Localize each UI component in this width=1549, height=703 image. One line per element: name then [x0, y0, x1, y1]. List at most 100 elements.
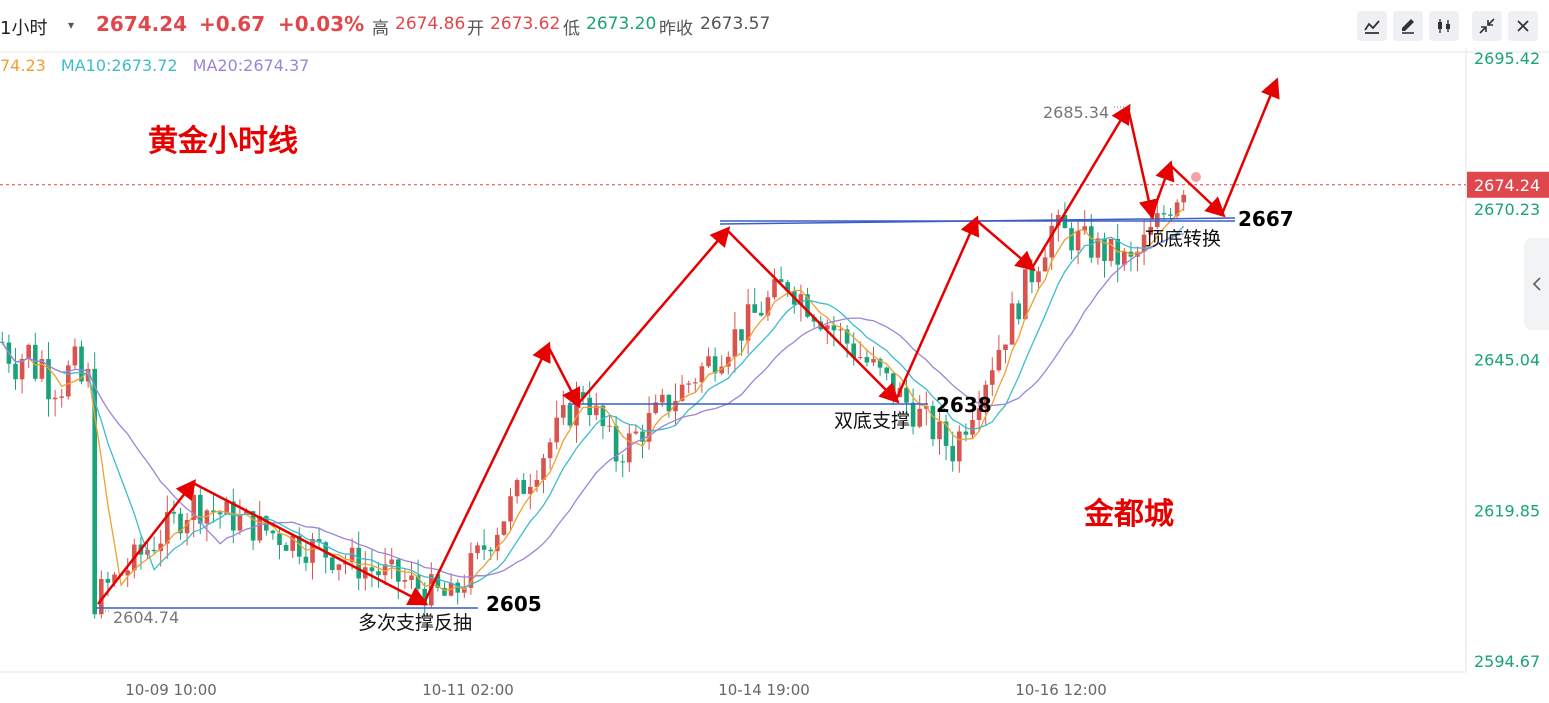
candle-body [19, 358, 25, 380]
x-tick-label: 10-09 10:00 [125, 681, 217, 699]
candle-body [191, 494, 196, 521]
high-marker-label: 2685.34 [1043, 103, 1109, 122]
candle-body [198, 494, 203, 524]
collapse-icon[interactable] [1472, 11, 1502, 41]
high-label: 高 [372, 19, 389, 39]
trend-arrow [546, 345, 581, 409]
y-tick-label: 2670.23 [1474, 200, 1540, 219]
candle-body [1095, 238, 1101, 258]
price-change: +0.67 [199, 12, 266, 36]
period-selector[interactable]: 1小时 [0, 18, 48, 39]
candle-body [838, 329, 843, 331]
candle-body [970, 419, 975, 435]
candle-body [825, 325, 830, 330]
candle-body [481, 545, 487, 550]
y-tick-label: 2594.67 [1474, 652, 1540, 671]
candle-body [567, 405, 573, 426]
trend-arrow [726, 229, 900, 404]
chart-header: 1小时 ▾ 2674.24 +0.67 +0.03% 高 2674.86 开 2… [0, 0, 1549, 52]
candle-body [462, 587, 467, 593]
candle-body [290, 535, 295, 551]
candle-body [521, 480, 526, 494]
candle-body [1135, 251, 1140, 257]
candle-body [765, 297, 771, 316]
candle-body [627, 433, 632, 463]
candle-body [633, 431, 639, 434]
candle-body [607, 425, 612, 427]
candle-body [785, 282, 790, 292]
support-3-value: 2667 [1238, 207, 1294, 231]
high-value: 2674.86 [395, 14, 466, 34]
candle-body [745, 304, 751, 341]
candle-body [798, 294, 804, 305]
candle-body [706, 356, 711, 367]
candle-body [1155, 213, 1160, 227]
candle-body [1036, 271, 1041, 283]
period-dropdown-icon[interactable]: ▾ [68, 18, 75, 32]
trend-arrow [577, 226, 731, 405]
candle-body [1003, 344, 1008, 350]
candle-body [171, 512, 177, 514]
current-price-tag [1467, 171, 1549, 198]
candle-body [184, 520, 190, 534]
candle-body [646, 413, 652, 442]
candle-body [475, 545, 480, 554]
candle-body [1168, 214, 1173, 216]
candle-body [613, 425, 619, 462]
candle-body [759, 312, 764, 316]
candle-body [679, 384, 685, 401]
candle-body [336, 564, 342, 570]
candle-body [26, 344, 31, 359]
side-panel-toggle[interactable] [1524, 238, 1549, 330]
candle-body [752, 304, 757, 313]
candle-body [52, 397, 58, 400]
candle-body [237, 514, 243, 531]
close-icon[interactable] [1508, 11, 1538, 41]
candle-body [79, 346, 84, 382]
candle-body [330, 557, 335, 570]
candle-body [772, 279, 777, 298]
candle-body [495, 534, 500, 552]
candle-body [1023, 269, 1028, 320]
candle-body [72, 346, 78, 366]
ma10-value: MA10:2673.72 [60, 56, 178, 75]
ma10-line [1, 225, 1185, 588]
candle-body [349, 547, 355, 563]
candle-body [151, 549, 157, 552]
candle-body [46, 359, 51, 400]
candle-body [884, 367, 889, 374]
candle-body [1049, 225, 1054, 258]
candlestick-icon[interactable] [1429, 11, 1459, 41]
candle-body [528, 486, 533, 494]
low-label: 低 [563, 19, 580, 39]
candle-body [389, 559, 394, 565]
candle-body [587, 397, 592, 416]
draw-line-icon[interactable] [1357, 11, 1387, 41]
last-price-dot [1191, 172, 1201, 182]
ma5-line [1, 207, 1185, 592]
candle-body [660, 394, 665, 403]
candle-body [1122, 251, 1127, 265]
candle-body [996, 349, 1002, 371]
open-value: 2673.62 [490, 14, 561, 34]
candle-body [99, 578, 104, 615]
candle-body [369, 567, 375, 572]
ma20-value: MA20:2674.37 [192, 56, 310, 75]
candle-body [1174, 202, 1180, 216]
candle-body [990, 370, 995, 385]
candle-body [778, 279, 784, 283]
candle-body [66, 365, 71, 397]
pencil-icon[interactable] [1393, 11, 1423, 41]
chevron-left-icon [1532, 277, 1541, 291]
candle-body [105, 578, 111, 583]
candle-body [257, 516, 262, 541]
support-2-label: 双底支撑 [834, 410, 910, 432]
candle-body [620, 461, 625, 463]
candle-body [1108, 238, 1114, 262]
candle-body [937, 421, 942, 440]
candle-body [178, 513, 183, 534]
low-marker-label: 2604.74 [113, 608, 179, 627]
current-price-tag-label: 2674.24 [1474, 176, 1540, 195]
candle-body [1075, 230, 1081, 251]
